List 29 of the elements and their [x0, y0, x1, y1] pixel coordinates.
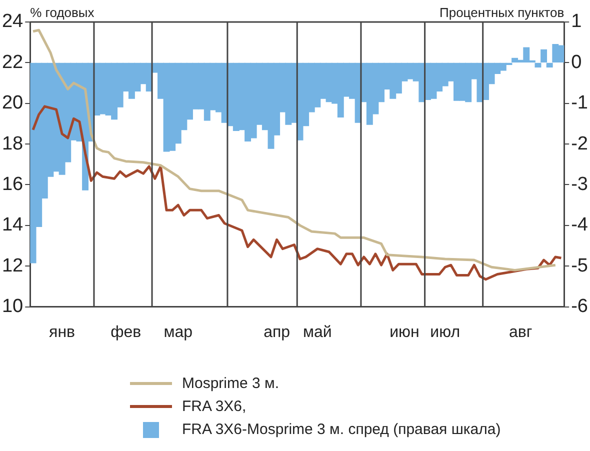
x-tick-label: июл	[430, 324, 460, 341]
y-tick-label: 12	[2, 255, 24, 276]
y-tick-label: 22	[2, 52, 24, 73]
y2-tick-label: -1	[571, 92, 588, 114]
x-tick-label: янв	[49, 324, 76, 341]
y2-tick-label: 1	[571, 11, 582, 32]
x-tick-label: мар	[164, 324, 193, 341]
x-tick-label: май	[303, 324, 332, 341]
y-tick-label: 20	[2, 92, 24, 114]
legend-label: Mosprime 3 м.	[182, 375, 280, 392]
x-tick-label: июн	[390, 324, 420, 341]
y-tick-label: 18	[2, 133, 24, 154]
y2-tick-label: -6	[571, 296, 588, 318]
y2-tick-label: -2	[571, 133, 588, 154]
legend-label: FRA 3X6-Mosprime 3 м. спред (правая шкала)	[182, 421, 501, 438]
y-tick-label: 10	[2, 296, 24, 318]
y-tick-label: 14	[2, 214, 24, 236]
y2-tick-label: -3	[571, 174, 588, 195]
legend-label: FRA 3X6,	[182, 398, 246, 415]
y-tick-label: 24	[2, 11, 24, 32]
y2-tick-label: -4	[571, 214, 588, 236]
x-tick-label: авг	[508, 324, 532, 341]
y2-tick-label: -5	[571, 255, 588, 276]
y-tick-label: 16	[2, 174, 24, 195]
y2-tick-label: 0	[571, 52, 582, 73]
x-tick-label: апр	[264, 324, 290, 341]
y-axis-title: % годовых	[30, 5, 95, 20]
y2-axis-title: Процентных пунктов	[439, 5, 564, 20]
x-tick-label: фев	[110, 324, 142, 341]
